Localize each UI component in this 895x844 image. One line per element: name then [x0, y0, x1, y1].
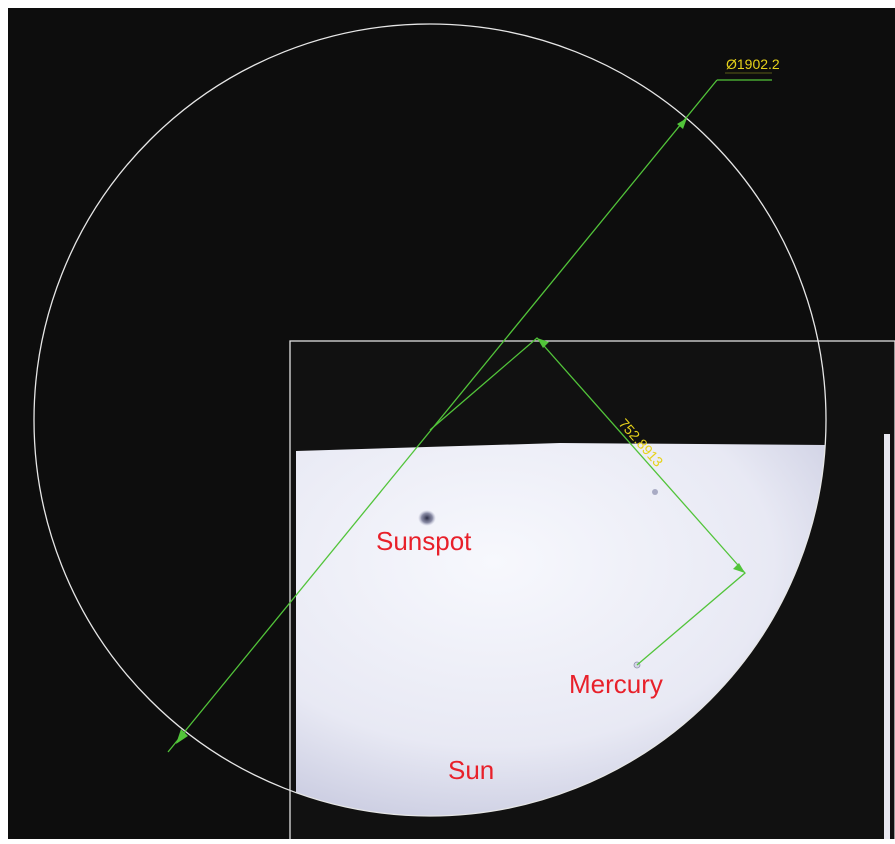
sun-label: Sun — [448, 755, 494, 785]
distance-arrow-top — [537, 338, 549, 348]
sunspot-label: Sunspot — [376, 526, 472, 556]
diameter-arrow-lower — [176, 729, 188, 744]
diameter-value: Ø1902.2 — [726, 56, 780, 72]
mercury-label: Mercury — [569, 669, 663, 699]
distance-polyline — [429, 337, 746, 666]
diameter-dimension — [167, 72, 772, 753]
sun-outline-circle — [33, 23, 827, 817]
diameter-arrow-upper — [677, 118, 687, 129]
diameter-line — [167, 79, 718, 753]
distance-arrow-bottom — [733, 563, 745, 573]
sun-photo — [290, 341, 895, 839]
faint-spot — [652, 489, 658, 495]
distance-dimension — [429, 337, 746, 666]
edge-strip — [884, 434, 890, 839]
sunspot-mark — [418, 510, 436, 526]
